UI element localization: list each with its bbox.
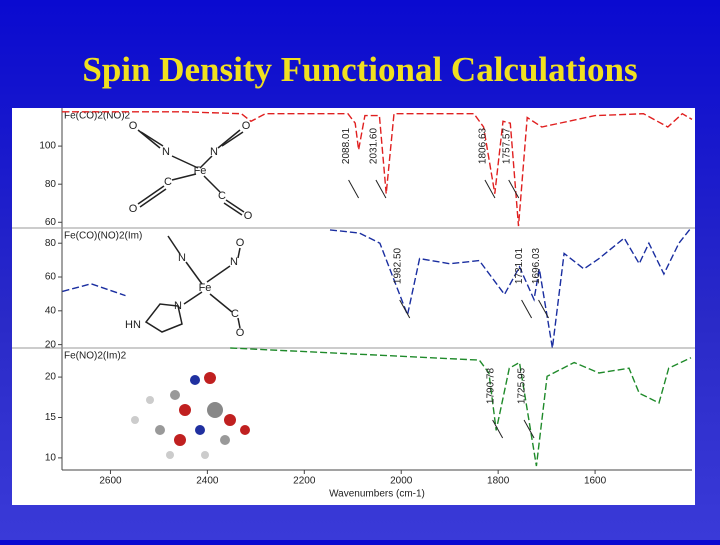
slide-title: Spin Density Functional Calculations <box>82 50 637 89</box>
atom-label: N <box>178 252 186 264</box>
atom-label: O <box>129 120 138 132</box>
atom-label: O <box>242 120 251 132</box>
atom-label: N <box>162 146 170 158</box>
ball-model <box>131 372 250 459</box>
x-tick-label: 2600 <box>99 476 122 487</box>
peak-label: 1696.03 <box>531 247 542 284</box>
x-tick-label: 2000 <box>390 476 413 487</box>
atom-label: C <box>218 190 226 202</box>
legend-label: Fe(CO)(NO)2(Im) <box>64 231 142 242</box>
peak-leader <box>521 299 533 319</box>
y-tick-label: 80 <box>45 179 57 190</box>
peak-label: 1982.50 <box>392 247 403 284</box>
y-tick-label: 100 <box>39 141 56 152</box>
peak-leader <box>375 179 387 199</box>
peak-leader <box>538 299 549 319</box>
y-tick-label: 20 <box>45 339 57 350</box>
atom-label: C <box>164 176 172 188</box>
peak-label: 1790.78 <box>485 367 496 404</box>
y-tick-label: 10 <box>45 453 57 464</box>
x-tick-label: 1600 <box>584 476 607 487</box>
atom-label: Fe <box>194 165 207 177</box>
atom-label: Fe <box>199 282 212 294</box>
peak-leader <box>492 419 504 439</box>
peak-label: 1725.95 <box>517 367 528 404</box>
spectrum-line <box>62 227 692 349</box>
atom-label: N <box>210 146 218 158</box>
y-tick-label: 80 <box>45 238 57 249</box>
x-tick-label: 2400 <box>196 476 219 487</box>
peak-leader <box>484 179 496 199</box>
atom-label: C <box>231 308 239 320</box>
x-tick-label: 1800 <box>487 476 510 487</box>
y-tick-label: 60 <box>45 217 57 228</box>
peak-leader <box>399 299 411 319</box>
peak-leader <box>508 179 520 199</box>
atom-label: O <box>236 327 245 339</box>
atom-label: O <box>236 237 245 249</box>
peak-label: 2031.60 <box>369 127 380 164</box>
figure-background <box>12 108 695 505</box>
x-axis-label: Wavenumbers (cm-1) <box>329 489 425 500</box>
y-tick-label: 60 <box>45 272 57 283</box>
atom-label: N <box>174 300 182 312</box>
peak-label: 1731.01 <box>514 247 525 284</box>
y-tick-label: 40 <box>45 305 57 316</box>
peak-label: 1806.63 <box>478 127 489 164</box>
y-tick-label: 15 <box>45 412 57 423</box>
molecule-bonds <box>137 129 245 333</box>
atom-label: O <box>129 203 138 215</box>
atom-label: N <box>230 256 238 268</box>
y-tick-label: 20 <box>45 372 57 383</box>
peak-label: 1757.57 <box>501 127 512 164</box>
peak-label: 2088.01 <box>341 127 352 164</box>
legend-label: Fe(NO)2(Im)2 <box>64 351 127 362</box>
atom-label: O <box>244 210 253 222</box>
peak-leader <box>523 419 535 439</box>
x-tick-label: 2200 <box>293 476 316 487</box>
peak-leader <box>348 179 360 199</box>
legend-label: Fe(CO)2(NO)2 <box>64 111 131 122</box>
spectrum-line <box>62 111 693 227</box>
atom-label: HN <box>125 319 141 331</box>
